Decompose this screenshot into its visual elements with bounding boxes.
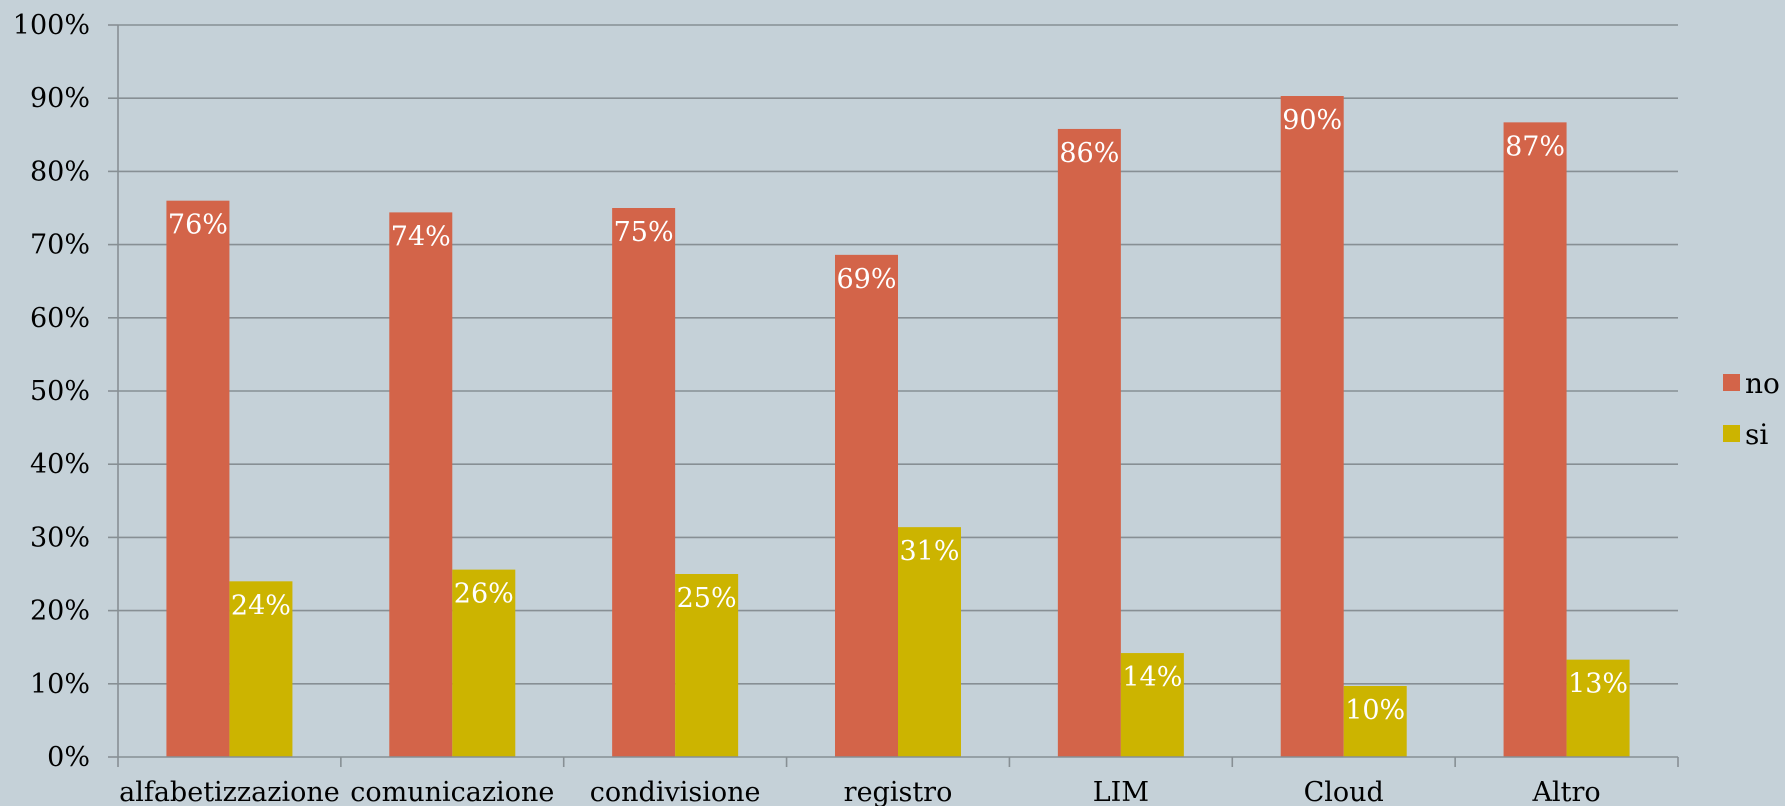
data-label-no: 90%	[1282, 105, 1342, 136]
bar-no	[835, 254, 898, 757]
y-tick-label: 90%	[30, 83, 90, 114]
y-tick-label: 10%	[30, 669, 90, 700]
y-tick-label: 50%	[30, 376, 90, 407]
legend-label-no: no	[1745, 367, 1780, 400]
data-label-no: 86%	[1059, 138, 1119, 169]
y-tick-label: 80%	[30, 156, 90, 187]
y-axis-ticks: 0% 10% 20% 30% 40% 50% 60% 70% 80% 90% 100%	[13, 10, 118, 773]
y-tick-label: 0%	[47, 742, 90, 773]
bar-si	[229, 581, 293, 757]
y-tick-label: 70%	[30, 230, 90, 261]
bar-si	[1120, 653, 1184, 757]
x-category-label: condivisione	[590, 777, 761, 806]
legend-label-si: si	[1745, 418, 1768, 451]
x-category-label: registro	[844, 777, 953, 806]
bar-si	[898, 527, 961, 757]
data-label-si: 25%	[677, 583, 737, 614]
legend-swatch-si	[1723, 425, 1740, 442]
y-tick-label: 30%	[30, 522, 90, 553]
bar-no	[1503, 122, 1567, 757]
y-tick-label: 40%	[30, 449, 90, 480]
data-label-no: 87%	[1505, 131, 1565, 162]
data-label-no: 74%	[391, 221, 451, 252]
data-label-no: 69%	[836, 264, 896, 295]
data-label-si: 10%	[1345, 695, 1405, 726]
data-label-si: 24%	[231, 590, 291, 621]
legend-swatch-no	[1723, 374, 1740, 391]
legend: no si	[1723, 367, 1780, 451]
x-category-label: LIM	[1093, 777, 1149, 806]
bar-no	[1057, 128, 1121, 758]
x-category-label: alfabetizzazione	[119, 777, 340, 806]
x-axis-categories: alfabetizzazione comunicazione condivision…	[119, 777, 1601, 806]
bar-no	[1280, 96, 1344, 757]
data-label-no: 75%	[614, 217, 674, 248]
y-tick-label: 20%	[30, 596, 90, 627]
bars	[166, 96, 1630, 758]
bar-no	[612, 208, 676, 757]
y-tick-label: 100%	[13, 10, 90, 41]
bar-no	[389, 212, 453, 758]
x-category-label: comunicazione	[350, 777, 554, 806]
data-label-no: 76%	[168, 210, 228, 241]
x-category-label: Altro	[1531, 777, 1600, 806]
axes	[117, 25, 1679, 767]
data-label-si: 26%	[454, 579, 514, 610]
bar-si	[452, 569, 516, 757]
data-label-si: 13%	[1568, 669, 1628, 700]
bar-si	[1343, 685, 1407, 757]
y-tick-label: 60%	[30, 303, 90, 334]
data-label-si: 31%	[899, 536, 959, 567]
data-labels: 76% 24% 74% 26% 75% 25% 69% 31% 86% 14% 90% 10% 87% 1…	[168, 105, 1628, 726]
x-category-label: Cloud	[1304, 777, 1384, 806]
bar-si	[675, 574, 739, 757]
bar-no	[166, 200, 230, 757]
bar-si	[1566, 659, 1630, 757]
data-label-si: 14%	[1122, 662, 1182, 693]
